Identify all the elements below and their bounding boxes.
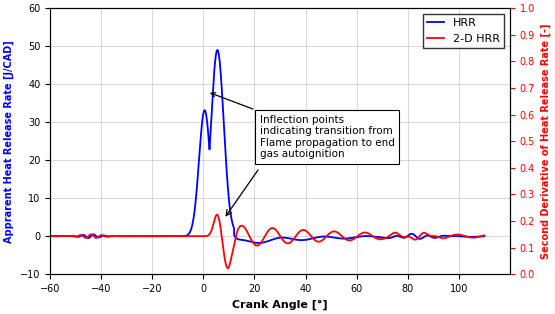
2-D HRR <box>96 234 103 238</box>
Legend: HRR, 2-D HRR: HRR, 2-D HRR <box>423 14 504 48</box>
2-D HRR <box>481 234 488 237</box>
2-D HRR <box>213 213 220 217</box>
Line: HRR: HRR <box>50 50 485 243</box>
2-D HRR <box>426 234 433 237</box>
2-D HRR <box>224 266 231 270</box>
Y-axis label: Second Derivative of Heat Release Rate [-]: Second Derivative of Heat Release Rate [… <box>541 24 551 259</box>
2-D HRR <box>214 213 220 217</box>
2-D HRR <box>47 234 53 238</box>
Text: Inflection points
indicating transition from
Flame propagation to end
gas autoig: Inflection points indicating transition … <box>211 93 395 160</box>
2-D HRR <box>122 234 129 238</box>
HRR <box>481 234 488 238</box>
HRR <box>473 235 480 239</box>
HRR <box>122 234 129 238</box>
X-axis label: Crank Angle [°]: Crank Angle [°] <box>232 300 328 310</box>
HRR <box>47 234 53 238</box>
HRR <box>255 241 262 245</box>
HRR <box>426 234 433 238</box>
2-D HRR <box>473 236 480 239</box>
HRR <box>96 236 103 239</box>
HRR <box>214 48 221 52</box>
HRR <box>213 50 220 53</box>
Line: 2-D HRR: 2-D HRR <box>50 215 485 268</box>
2-D HRR <box>233 235 239 239</box>
Y-axis label: Apprarent Heat Release Rate [J/CAD]: Apprarent Heat Release Rate [J/CAD] <box>4 40 14 242</box>
HRR <box>232 236 239 239</box>
